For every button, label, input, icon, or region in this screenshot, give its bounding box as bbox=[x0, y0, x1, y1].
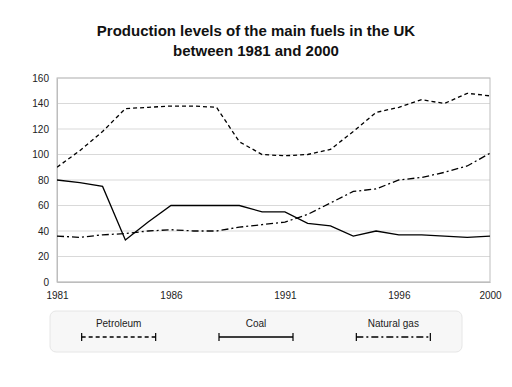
lines bbox=[57, 93, 490, 240]
x-tick-label: 2000 bbox=[479, 290, 502, 301]
legend-label: Natural gas bbox=[368, 318, 419, 329]
y-axis: 0 20 40 60 80 100 120 140 160 bbox=[32, 73, 57, 288]
series-line bbox=[57, 153, 490, 237]
title: Production levels of the main fuels in t… bbox=[97, 22, 416, 59]
y-tick-label: 60 bbox=[38, 200, 50, 211]
legend-swatch-cap bbox=[155, 333, 156, 341]
legend-entry: Coal bbox=[219, 318, 293, 341]
legend-swatch-cap bbox=[430, 333, 431, 341]
y-tick-label: 100 bbox=[32, 149, 49, 160]
legend-entry: Natural gas bbox=[356, 318, 430, 341]
y-tick: 100 bbox=[32, 149, 57, 160]
y-tick: 140 bbox=[32, 98, 57, 109]
legend-swatch-cap bbox=[356, 333, 357, 341]
y-tick: 120 bbox=[32, 124, 57, 135]
grid-line bbox=[57, 129, 490, 130]
y-tick: 40 bbox=[38, 226, 57, 237]
legend-entry: Petroleum bbox=[82, 318, 156, 341]
x-tick-label: 1981 bbox=[46, 290, 69, 301]
series-line bbox=[57, 180, 490, 240]
legend-swatch-cap bbox=[292, 333, 293, 341]
legend-swatch-cap bbox=[81, 333, 82, 341]
x-tick-label: 1996 bbox=[388, 290, 411, 301]
y-tick-label: 160 bbox=[32, 73, 49, 84]
x-axis-line bbox=[58, 282, 491, 283]
y-tick: 160 bbox=[32, 73, 57, 84]
x-tick-label: 1991 bbox=[274, 290, 297, 301]
chart: Production levels of the main fuels in t… bbox=[0, 0, 512, 387]
x-axis: 1981 1986 1991 1996 2000 bbox=[46, 282, 502, 301]
x-tick: 1996 bbox=[388, 282, 411, 301]
x-tick: 1991 bbox=[274, 282, 297, 301]
y-tick: 20 bbox=[38, 251, 57, 262]
plot-frame bbox=[57, 78, 490, 282]
legend-label: Coal bbox=[246, 318, 267, 329]
title-line: Production levels of the main fuels in t… bbox=[97, 22, 416, 39]
grid-line bbox=[57, 103, 490, 104]
y-tick-label: 0 bbox=[43, 277, 49, 288]
grid-line bbox=[57, 180, 490, 181]
y-tick: 80 bbox=[38, 175, 57, 186]
legend-swatch bbox=[356, 336, 430, 337]
legend-box bbox=[50, 311, 462, 352]
grid-line bbox=[57, 256, 490, 257]
y-tick-label: 40 bbox=[38, 226, 50, 237]
legend-swatch-cap bbox=[218, 333, 219, 341]
y-tick: 60 bbox=[38, 200, 57, 211]
legend: Petroleum Coal Natural gas bbox=[50, 311, 462, 352]
series-line bbox=[57, 93, 490, 167]
x-tick-label: 1986 bbox=[160, 290, 183, 301]
legend-label: Petroleum bbox=[96, 318, 142, 329]
y-tick-label: 20 bbox=[38, 251, 50, 262]
y-tick-label: 120 bbox=[32, 124, 49, 135]
y-tick-label: 140 bbox=[32, 98, 49, 109]
grid-line bbox=[57, 205, 490, 206]
x-tick: 2000 bbox=[479, 282, 502, 301]
title-line: between 1981 and 2000 bbox=[173, 42, 339, 59]
x-tick: 1986 bbox=[160, 282, 183, 301]
x-tick: 1981 bbox=[46, 282, 69, 301]
y-tick-label: 80 bbox=[38, 175, 50, 186]
grid bbox=[57, 78, 490, 282]
y-tick: 0 bbox=[43, 277, 57, 288]
legend-swatch bbox=[219, 336, 293, 337]
legend-swatch bbox=[82, 336, 156, 337]
